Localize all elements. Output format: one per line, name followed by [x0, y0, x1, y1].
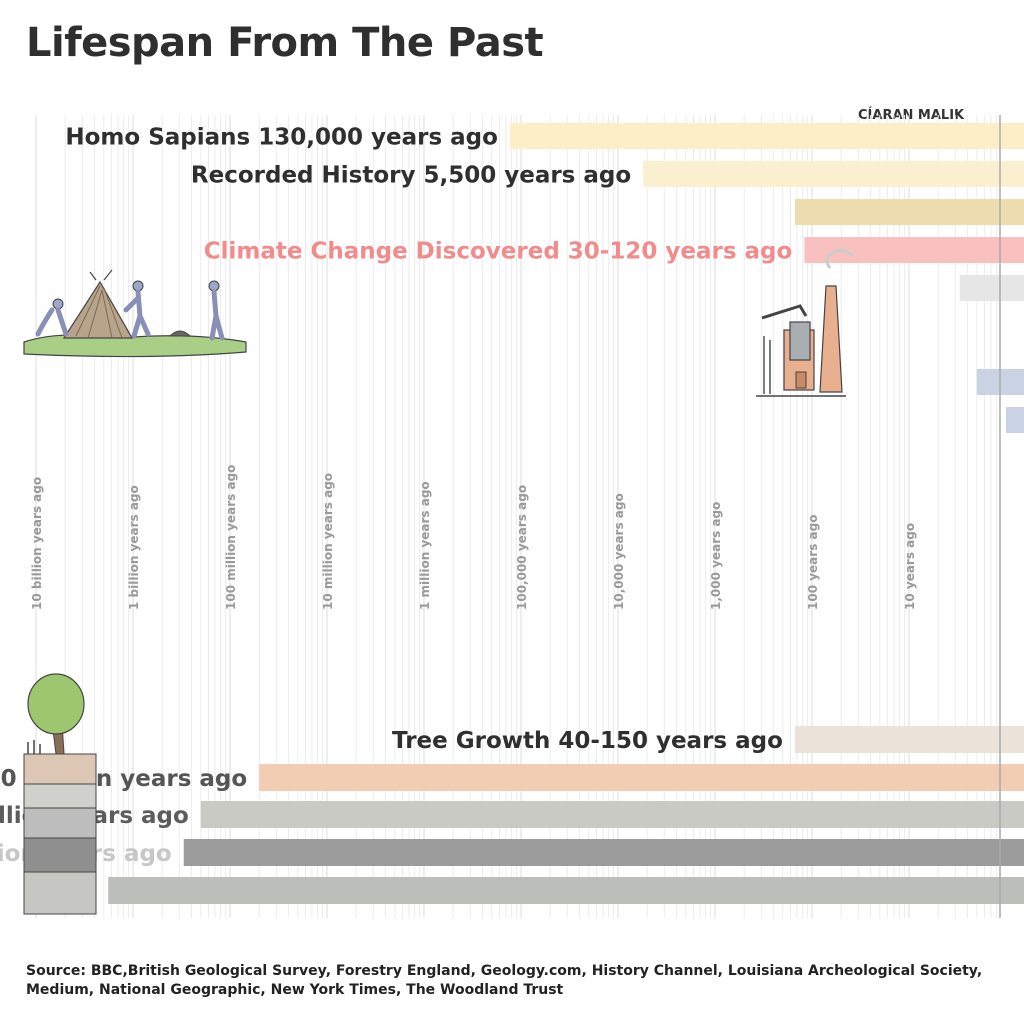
- prehistoric-hut-illustration: [23, 269, 247, 358]
- bar-label: Homo Sapians 130,000 years ago: [65, 124, 498, 150]
- bottom-bars: Tree Growth 40-150 years agoClay Formati…: [0, 726, 1024, 905]
- x-tick-label: 100 million years ago: [224, 465, 238, 610]
- factory-illustration: [756, 249, 854, 397]
- bar: [794, 199, 1024, 225]
- x-tick-label: 10 billion years ago: [30, 477, 44, 610]
- x-tick-label: 1 million years ago: [418, 481, 432, 610]
- x-tick-label: 100 years ago: [806, 515, 820, 610]
- bar-label: Climate Change Discovered 30-120 years a…: [204, 238, 793, 264]
- bar: [509, 123, 1024, 149]
- x-tick-labels: 10 billion years ago 1 billion years ago 1…: [30, 465, 917, 610]
- bar: [959, 275, 1024, 301]
- bar-label: Tree Growth 40-150 years ago: [392, 728, 783, 754]
- x-tick-label: 10 years ago: [903, 523, 917, 610]
- x-tick-label: 1,000 years ago: [709, 502, 723, 610]
- bar: [1006, 407, 1024, 433]
- bar: [643, 161, 1024, 187]
- chart-title: Lifespan From The Past: [26, 20, 544, 66]
- bar-label: Recorded History 5,500 years ago: [191, 162, 631, 188]
- bar: [794, 726, 1024, 753]
- x-tick-label: 100,000 years ago: [515, 485, 529, 610]
- x-tick-label: 10,000 years ago: [612, 493, 626, 610]
- bar: [200, 801, 1024, 828]
- bar: [183, 839, 1024, 866]
- bar: [259, 764, 1024, 791]
- bar: [108, 877, 1024, 904]
- tree-and-soil-illustration: [23, 673, 97, 915]
- author-credit: CÍARAN MALIK: [858, 108, 965, 123]
- x-tick-label: 1 billion years ago: [127, 485, 141, 610]
- source-note: Source: BBC,British Geological Survey, F…: [26, 963, 983, 998]
- x-tick-label: 10 million years ago: [321, 473, 335, 610]
